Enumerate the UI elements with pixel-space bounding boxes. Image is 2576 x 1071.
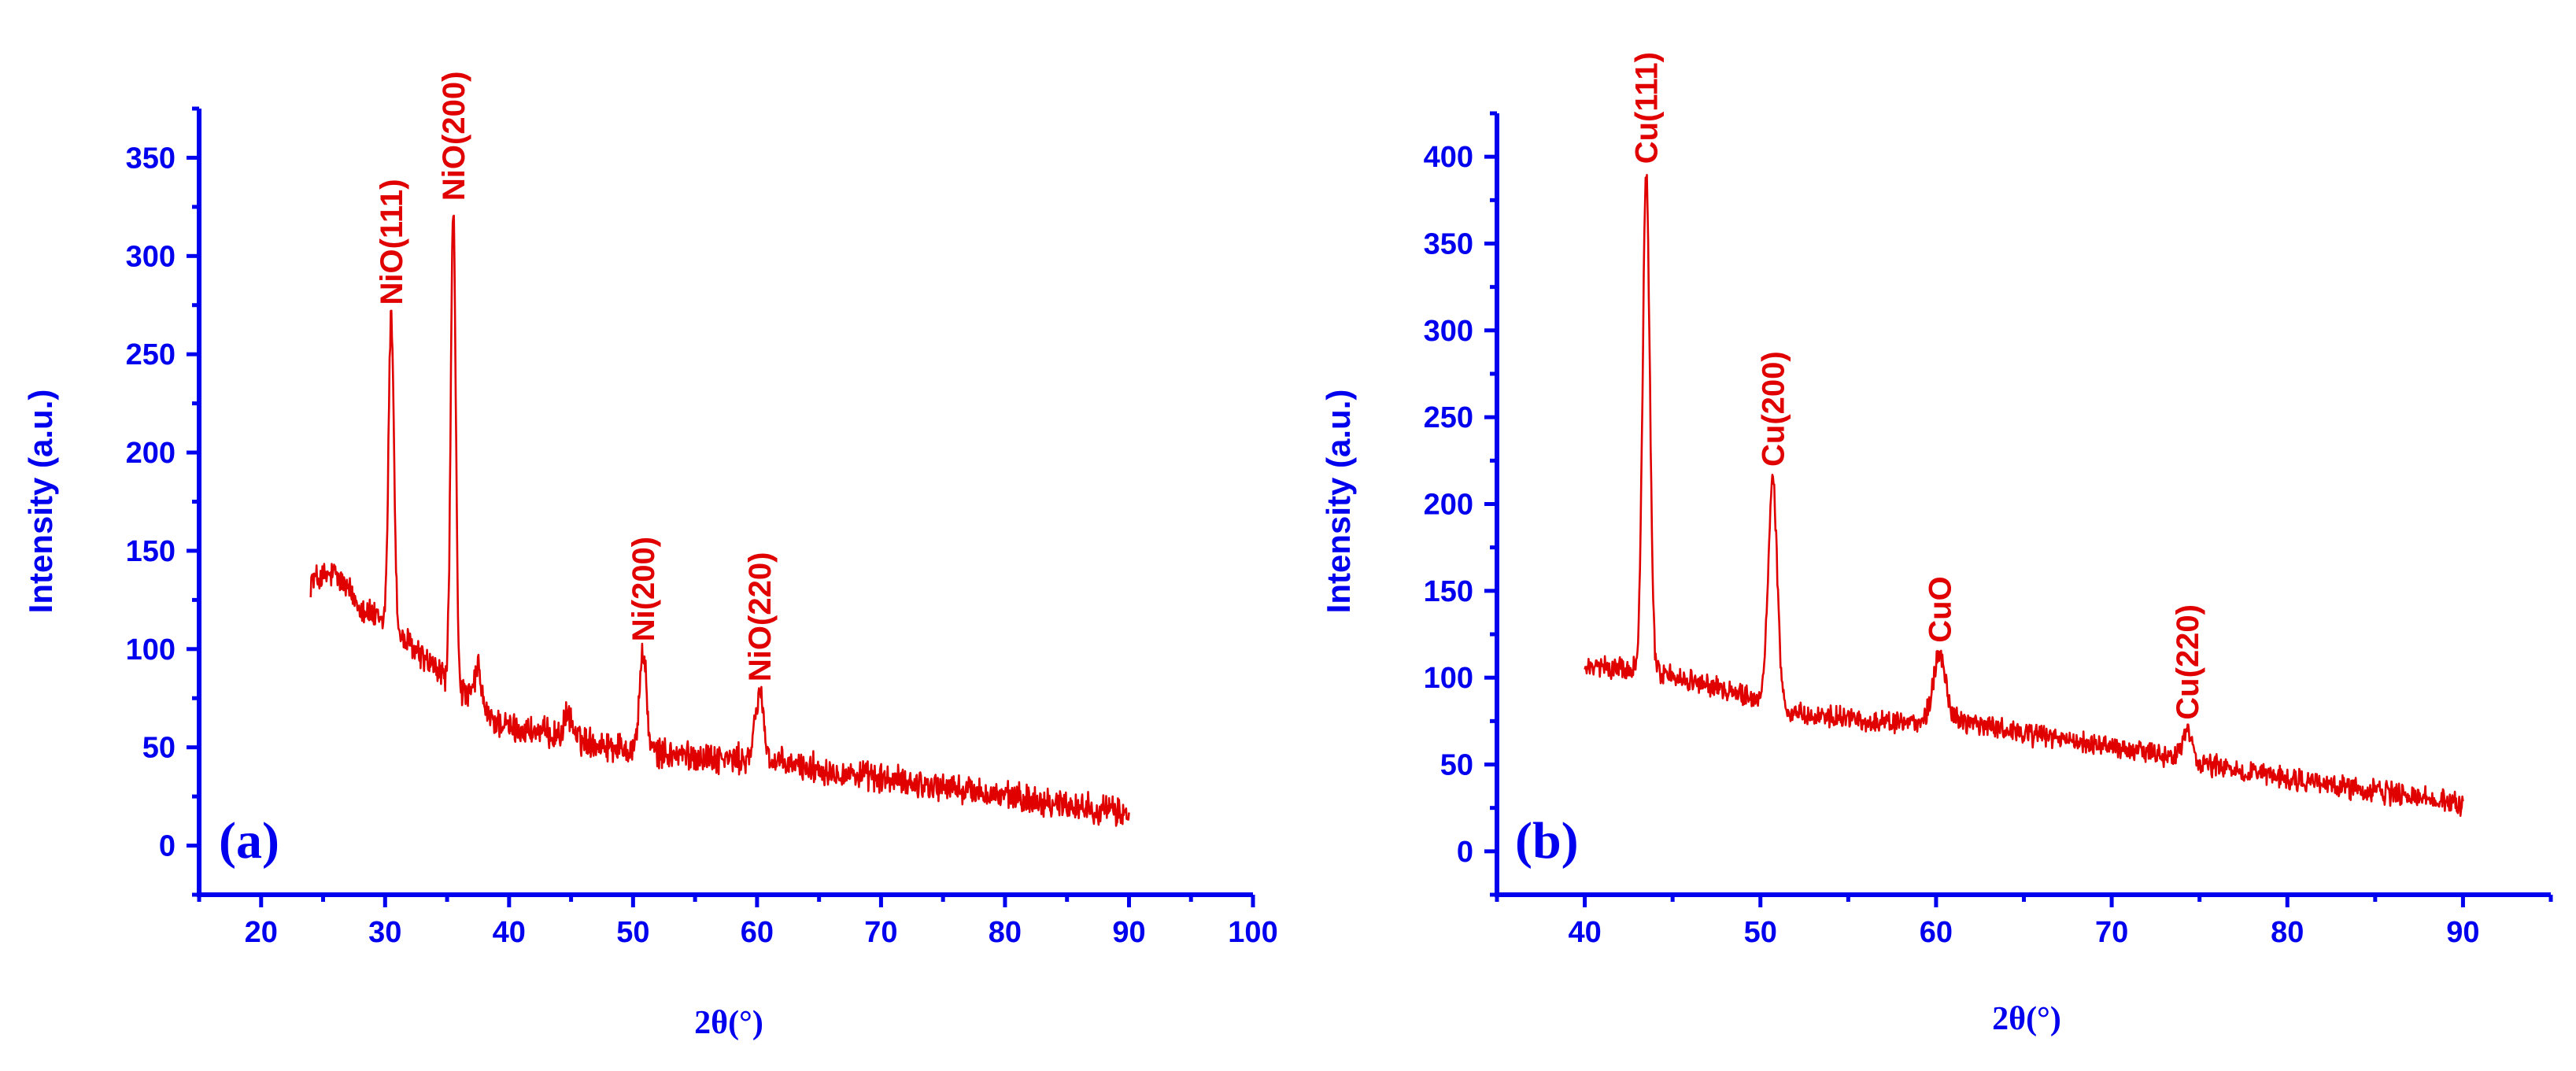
y-tick-label: 150 bbox=[1424, 575, 1473, 608]
y-tick-label: 150 bbox=[126, 535, 176, 568]
y-tick-label: 0 bbox=[1457, 836, 1473, 869]
x-tick-label: 80 bbox=[2271, 916, 2304, 949]
peak-label-cu-111: Cu(111) bbox=[1630, 52, 1665, 164]
peak-label-cu-200: Cu(200) bbox=[1756, 351, 1791, 467]
y-tick-label: 100 bbox=[1424, 662, 1473, 695]
y-tick-label: 250 bbox=[126, 338, 176, 371]
peak-label-nio-200: NiO(200) bbox=[437, 72, 471, 201]
panel-a: NiO(111) NiO(200) Ni(200) NiO(220) 20 30 4… bbox=[22, 72, 1278, 1041]
y-ticks-a: 0 50 100 150 200 250 300 350 bbox=[126, 106, 199, 897]
xrd-trace-b bbox=[1584, 174, 2464, 818]
panel-label-a: (a) bbox=[219, 812, 279, 870]
x-tick-label: 50 bbox=[1744, 916, 1777, 949]
x-tick-label: 90 bbox=[1112, 916, 1145, 949]
y-tick-label: 250 bbox=[1424, 401, 1473, 434]
peak-label-nio-111: NiO(111) bbox=[375, 179, 409, 305]
y-tick-label: 0 bbox=[159, 830, 176, 863]
xrd-trace-a bbox=[309, 214, 1130, 827]
y-ticks-b: 0 50 100 150 200 250 300 350 400 bbox=[1424, 111, 1497, 897]
y-tick-label: 50 bbox=[1440, 749, 1473, 782]
y-tick-label: 350 bbox=[1424, 228, 1473, 261]
y-tick-label: 300 bbox=[126, 240, 176, 273]
x-tick-label: 30 bbox=[368, 916, 401, 949]
x-tick-label: 100 bbox=[1228, 916, 1277, 949]
y-tick-label: 200 bbox=[126, 437, 176, 470]
peak-labels-b: Cu(111) Cu(200) CuO Cu(220) bbox=[1630, 52, 2205, 720]
y-tick-label: 100 bbox=[126, 633, 176, 667]
y-axis-title-a: Intensity (a.u.) bbox=[22, 390, 59, 614]
y-tick-label: 400 bbox=[1424, 141, 1473, 174]
y-axis-title-b: Intensity (a.u.) bbox=[1320, 390, 1357, 614]
x-tick-label: 20 bbox=[245, 916, 278, 949]
x-tick-label: 80 bbox=[989, 916, 1022, 949]
x-tick-label: 90 bbox=[2446, 916, 2479, 949]
x-tick-label: 40 bbox=[1568, 916, 1601, 949]
x-tick-label: 40 bbox=[493, 916, 526, 949]
peak-label-cu-220: Cu(220) bbox=[2171, 604, 2205, 720]
y-tick-label: 350 bbox=[126, 142, 176, 175]
peak-label-nio-220: NiO(220) bbox=[743, 552, 778, 682]
x-tick-label: 50 bbox=[616, 916, 649, 949]
x-axis-title-a: 2θ(°) bbox=[694, 1005, 763, 1041]
x-tick-label: 60 bbox=[741, 916, 774, 949]
peak-label-cuo: CuO bbox=[1923, 576, 1957, 642]
x-axis-title-b: 2θ(°) bbox=[1992, 1001, 2061, 1037]
peak-label-ni-200: Ni(200) bbox=[626, 537, 661, 641]
x-ticks-a: 20 30 40 50 60 70 80 90 100 bbox=[197, 895, 1278, 949]
peak-labels-a: NiO(111) NiO(200) Ni(200) NiO(220) bbox=[375, 72, 778, 682]
y-tick-label: 300 bbox=[1424, 315, 1473, 348]
panel-label-b: (b) bbox=[1515, 812, 1579, 870]
x-tick-label: 60 bbox=[1920, 916, 1953, 949]
y-tick-label: 50 bbox=[142, 732, 176, 765]
x-ticks-b: 40 50 60 70 80 90 bbox=[1495, 895, 2553, 949]
x-tick-label: 70 bbox=[2095, 916, 2128, 949]
x-tick-label: 70 bbox=[864, 916, 897, 949]
panel-b: Cu(111) Cu(200) CuO Cu(220) 40 50 60 70 80 90… bbox=[1320, 52, 2553, 1037]
y-tick-label: 200 bbox=[1424, 489, 1473, 522]
